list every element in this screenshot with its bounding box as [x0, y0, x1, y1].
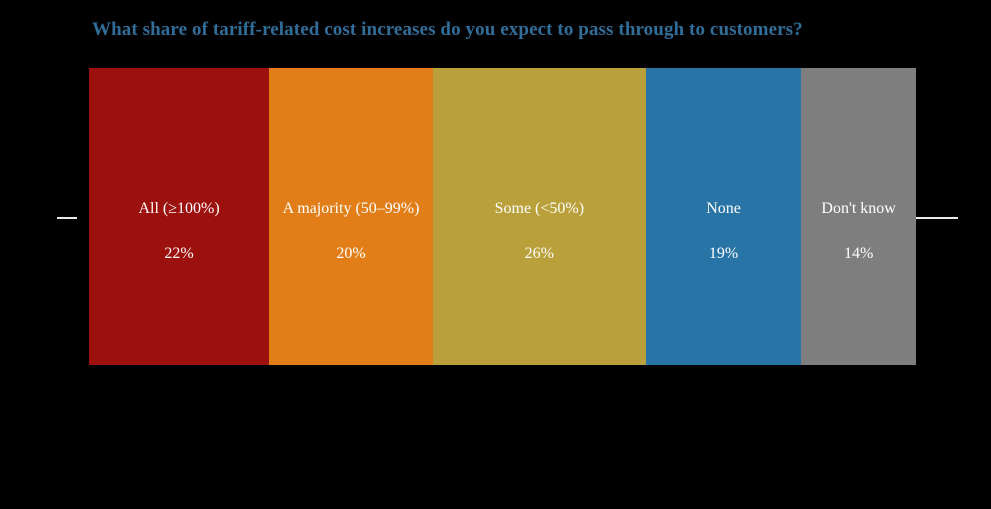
- bar-value-label: 26%: [524, 245, 554, 262]
- bar-value-label: 22%: [164, 245, 194, 262]
- bar-category-label: All (≥100%): [138, 200, 220, 217]
- bar-segment-2: A majority (50–99%) 20%: [269, 68, 433, 365]
- axis-midline-left-segment: [57, 217, 77, 219]
- chart-title: What share of tariff-related cost increa…: [92, 19, 803, 40]
- bar-chart: All (≥100%) 22% A majority (50–99%) 20% Some…: [89, 68, 916, 365]
- bar-value-label: 20%: [336, 245, 366, 262]
- bar-segment-3: Some (<50%) 26%: [432, 68, 646, 365]
- bar-segment-4: None 19%: [645, 68, 802, 365]
- bar-segment-5: Don't know 14%: [801, 68, 916, 365]
- bar-value-label: 14%: [843, 245, 874, 262]
- bar-category-label: A majority (50–99%): [282, 200, 420, 217]
- axis-midline-right-segment: [916, 217, 958, 219]
- bar-category-label: Don't know: [821, 200, 896, 217]
- bar-category-label: Some (<50%): [494, 200, 585, 217]
- bar-category-label: None: [706, 200, 741, 217]
- bar-segment-1: All (≥100%) 22%: [89, 68, 270, 365]
- bar-value-label: 19%: [708, 245, 739, 262]
